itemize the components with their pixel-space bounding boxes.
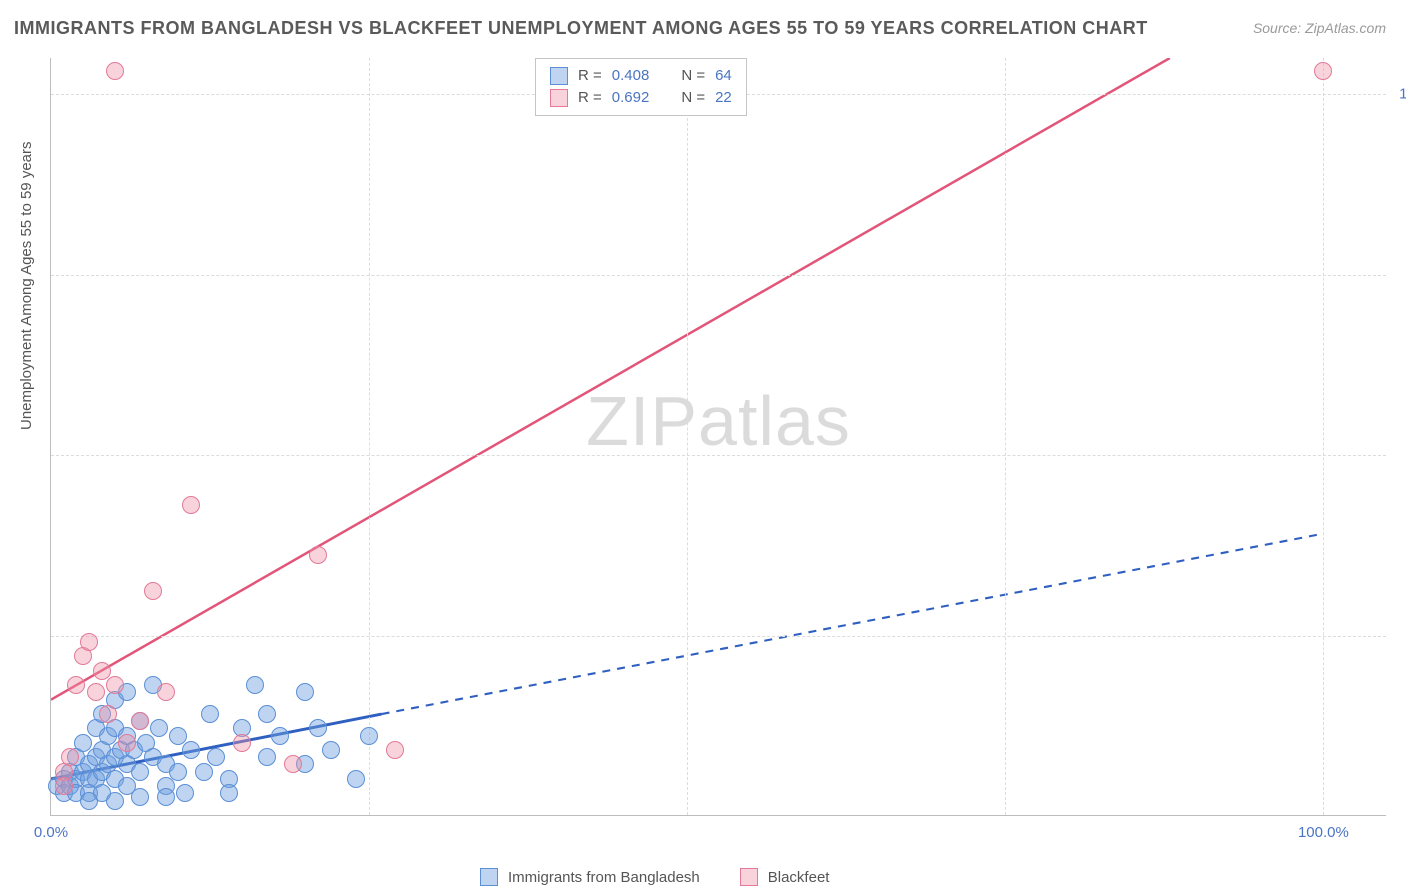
data-point-pink xyxy=(284,755,302,773)
gridline-h xyxy=(51,275,1386,276)
swatch-pink-icon xyxy=(740,868,758,886)
data-point-pink xyxy=(1314,62,1332,80)
data-point-pink xyxy=(61,748,79,766)
r-label: R = xyxy=(578,87,602,109)
data-point-blue xyxy=(347,770,365,788)
swatch-pink-icon xyxy=(550,89,568,107)
watermark-part1: ZIP xyxy=(586,382,698,460)
legend-label-pink: Blackfeet xyxy=(768,869,830,886)
data-point-blue xyxy=(322,741,340,759)
data-point-blue xyxy=(131,763,149,781)
chart-container: IMMIGRANTS FROM BANGLADESH VS BLACKFEET … xyxy=(0,0,1406,892)
data-point-blue xyxy=(246,676,264,694)
x-tick-label: 100.0% xyxy=(1298,824,1349,841)
data-point-pink xyxy=(118,734,136,752)
data-point-blue xyxy=(80,792,98,810)
n-value-pink: 22 xyxy=(715,87,732,109)
data-point-blue xyxy=(195,763,213,781)
watermark: ZIPatlas xyxy=(586,381,851,461)
data-point-blue xyxy=(176,784,194,802)
legend-label-blue: Immigrants from Bangladesh xyxy=(508,869,700,886)
data-point-pink xyxy=(386,741,404,759)
data-point-blue xyxy=(169,763,187,781)
data-point-pink xyxy=(99,705,117,723)
watermark-part2: atlas xyxy=(698,382,851,460)
data-point-blue xyxy=(150,719,168,737)
data-point-pink xyxy=(131,712,149,730)
legend-item-blue: Immigrants from Bangladesh xyxy=(480,868,700,886)
data-point-blue xyxy=(207,748,225,766)
series-legend: Immigrants from Bangladesh Blackfeet xyxy=(480,868,829,886)
data-point-blue xyxy=(271,727,289,745)
trend-line-dash-blue xyxy=(382,534,1323,714)
trend-line-pink xyxy=(51,58,1170,700)
n-value-blue: 64 xyxy=(715,65,732,87)
trend-lines xyxy=(51,58,1386,815)
r-value-pink: 0.692 xyxy=(612,87,650,109)
source-label: Source: ZipAtlas.com xyxy=(1253,20,1386,36)
data-point-pink xyxy=(157,683,175,701)
chart-title: IMMIGRANTS FROM BANGLADESH VS BLACKFEET … xyxy=(14,18,1148,39)
data-point-pink xyxy=(80,633,98,651)
gridline-h xyxy=(51,455,1386,456)
data-point-pink xyxy=(309,546,327,564)
data-point-pink xyxy=(67,676,85,694)
data-point-blue xyxy=(258,748,276,766)
data-point-blue xyxy=(220,784,238,802)
x-tick-label: 0.0% xyxy=(34,824,68,841)
data-point-blue xyxy=(106,792,124,810)
gridline-v xyxy=(1005,58,1006,815)
data-point-pink xyxy=(182,496,200,514)
data-point-blue xyxy=(258,705,276,723)
r-value-blue: 0.408 xyxy=(612,65,650,87)
stats-row-blue: R = 0.408 N = 64 xyxy=(550,65,732,87)
data-point-blue xyxy=(309,719,327,737)
legend-item-pink: Blackfeet xyxy=(740,868,830,886)
data-point-blue xyxy=(182,741,200,759)
swatch-blue-icon xyxy=(550,67,568,85)
data-point-blue xyxy=(201,705,219,723)
data-point-blue xyxy=(157,788,175,806)
data-point-blue xyxy=(296,683,314,701)
data-point-blue xyxy=(360,727,378,745)
stats-legend: R = 0.408 N = 64 R = 0.692 N = 22 xyxy=(535,58,747,116)
data-point-pink xyxy=(106,676,124,694)
gridline-h xyxy=(51,636,1386,637)
data-point-blue xyxy=(131,788,149,806)
data-point-pink xyxy=(87,683,105,701)
y-axis-label: Unemployment Among Ages 55 to 59 years xyxy=(18,141,35,430)
n-label: N = xyxy=(681,87,705,109)
r-label: R = xyxy=(578,65,602,87)
n-label: N = xyxy=(681,65,705,87)
data-point-pink xyxy=(233,734,251,752)
gridline-v xyxy=(687,58,688,815)
plot-area: ZIPatlas 25.0%50.0%75.0%100.0%0.0%100.0% xyxy=(50,58,1386,816)
data-point-pink xyxy=(55,777,73,795)
stats-row-pink: R = 0.692 N = 22 xyxy=(550,87,732,109)
data-point-pink xyxy=(106,62,124,80)
gridline-v xyxy=(369,58,370,815)
gridline-v xyxy=(1323,58,1324,815)
data-point-pink xyxy=(144,582,162,600)
y-tick-label: 100.0% xyxy=(1399,86,1406,103)
swatch-blue-icon xyxy=(480,868,498,886)
